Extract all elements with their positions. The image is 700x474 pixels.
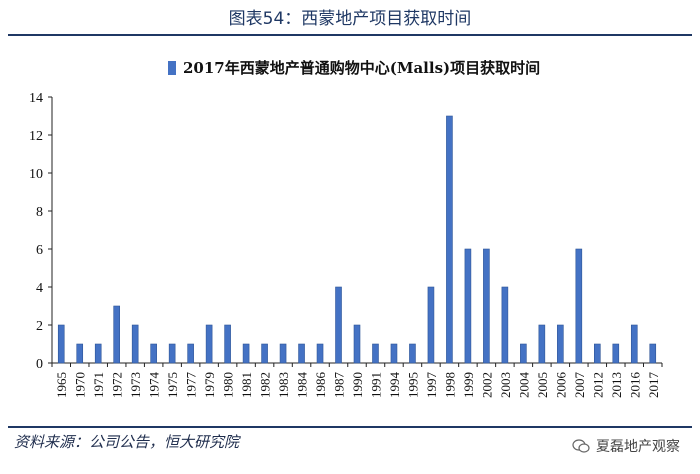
x-tick-label: 2003	[498, 372, 513, 398]
x-tick-label: 1975	[165, 372, 180, 398]
bar	[187, 343, 194, 364]
x-tick-label: 2006	[553, 372, 568, 399]
bar	[94, 343, 102, 364]
bar	[427, 286, 435, 364]
y-tick-label: 4	[36, 281, 43, 296]
bar	[538, 324, 546, 364]
bar	[131, 324, 139, 364]
bars	[57, 115, 657, 364]
bar	[113, 305, 120, 364]
x-tick-label: 1986	[313, 372, 328, 399]
bar	[557, 324, 564, 364]
y-tick-label: 6	[36, 243, 43, 258]
bar	[76, 343, 84, 364]
bar	[464, 248, 472, 364]
x-tick-label: 2013	[609, 372, 624, 398]
x-tick-label: 1990	[350, 372, 365, 398]
x-tick-label: 1997	[424, 372, 439, 399]
legend-swatch	[168, 61, 176, 75]
bar	[279, 343, 287, 364]
x-tick-label: 1994	[387, 372, 402, 399]
x-tick-label: 2017	[646, 372, 661, 399]
x-tick-label: 2002	[479, 372, 494, 398]
bar	[390, 343, 398, 364]
x-tick-label: 1991	[368, 372, 383, 398]
x-tick-label: 1984	[295, 372, 310, 399]
x-tick-label: 1980	[221, 372, 236, 398]
bar	[298, 343, 305, 364]
wechat-icon	[572, 439, 590, 453]
bar	[353, 324, 361, 364]
x-axis: 1965 1970 1971 1972 1973 1974 1975 1977 1979 1980…	[51, 362, 663, 399]
x-tick-label: 1982	[258, 372, 273, 398]
bottom-rule	[8, 426, 692, 428]
x-tick-label: 2012	[590, 372, 605, 398]
x-tick-label: 1998	[442, 372, 457, 398]
bar	[630, 324, 638, 364]
x-tick-label: 1999	[461, 372, 476, 398]
bar	[446, 115, 453, 364]
figure-title: 图表54：西蒙地产项目获取时间	[228, 9, 472, 29]
x-tick-label: 2004	[516, 372, 531, 399]
bar	[649, 343, 657, 364]
bar	[224, 324, 231, 364]
bar	[594, 343, 601, 364]
bar	[372, 343, 379, 364]
x-tick-label: 1973	[128, 372, 143, 398]
x-tick-label: 1972	[110, 372, 125, 398]
y-tick-label: 2	[36, 319, 43, 334]
bar	[612, 343, 620, 364]
y-tick-label: 12	[29, 129, 43, 144]
source-note: 资料来源：公司公告，恒大研究院	[14, 433, 240, 451]
x-tick-label: 2007	[572, 372, 587, 399]
x-tick-label: 1974	[147, 372, 162, 399]
bar	[242, 343, 250, 364]
x-tick-label: 1987	[332, 372, 347, 399]
bar	[205, 324, 213, 364]
x-tick-label: 2005	[535, 372, 550, 398]
legend-label: 2017年西蒙地产普通购物中心(Malls)项目获取时间	[183, 59, 540, 77]
bar	[57, 324, 65, 364]
bar	[483, 248, 490, 364]
x-tick-label: 1979	[202, 372, 217, 398]
bar	[409, 343, 416, 364]
x-tick-label: 1977	[184, 372, 199, 399]
y-tick-label: 0	[36, 357, 43, 372]
y-tick-label: 8	[36, 205, 43, 220]
bar	[575, 248, 583, 364]
x-tick-label: 1981	[239, 372, 254, 398]
watermark-text: 夏磊地产观察	[596, 439, 680, 455]
x-tick-label: 1983	[276, 372, 291, 398]
x-tick-label: 1965	[54, 372, 69, 398]
x-tick-label: 1971	[91, 372, 106, 398]
y-tick-label: 14	[29, 91, 43, 106]
x-tick-label: 1970	[73, 372, 88, 398]
bar	[168, 343, 176, 364]
y-axis: 0 2 4 6 8 10 12 14	[29, 91, 53, 372]
legend: 2017年西蒙地产普通购物中心(Malls)项目获取时间	[168, 59, 540, 77]
watermark: 夏磊地产观察	[572, 436, 680, 456]
bar	[520, 343, 527, 364]
bar	[261, 343, 268, 364]
bar	[316, 343, 324, 364]
x-tick-label: 2016	[627, 372, 642, 399]
bar	[335, 286, 342, 364]
y-tick-label: 10	[29, 167, 43, 182]
bar	[150, 343, 157, 364]
x-tick-label: 1995	[405, 372, 420, 398]
top-rule	[8, 34, 692, 36]
bar	[501, 286, 509, 364]
bar-chart: 2017年西蒙地产普通购物中心(Malls)项目获取时间 0 2 4 6 8 10 12 14…	[29, 59, 663, 399]
